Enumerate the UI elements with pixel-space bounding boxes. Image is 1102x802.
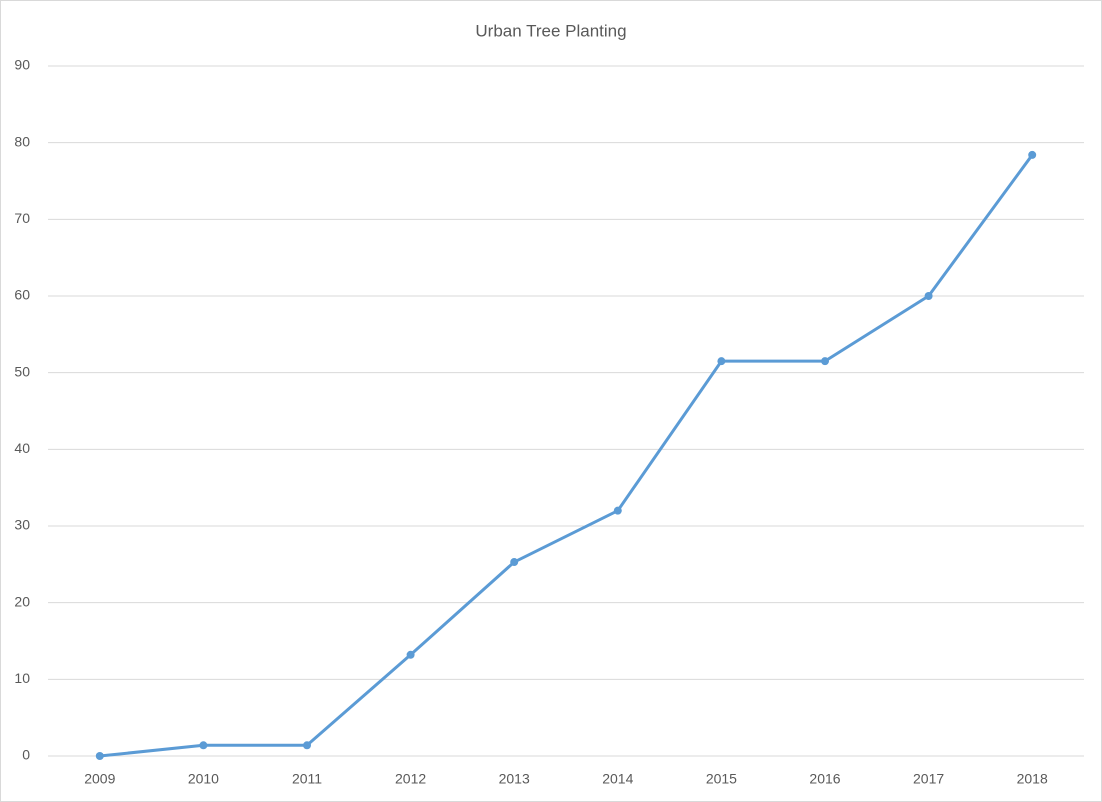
chart-title: Urban Tree Planting — [475, 21, 626, 40]
series-line — [99, 154, 1034, 758]
data-point — [199, 741, 208, 750]
y-tick-label: 80 — [14, 133, 30, 149]
data-point — [924, 292, 933, 300]
x-tick-label: 2016 — [809, 771, 840, 787]
y-tick-label: 70 — [14, 210, 30, 226]
data-point — [613, 506, 622, 515]
x-tick-label: 2015 — [706, 771, 737, 787]
x-tick-label: 2010 — [188, 771, 219, 787]
y-tick-label: 20 — [14, 593, 30, 609]
y-tick-label: 50 — [14, 363, 30, 379]
data-point — [406, 650, 415, 659]
data-point — [95, 752, 104, 760]
y-tick-label: 0 — [22, 747, 30, 763]
x-tick-label: 2011 — [292, 771, 322, 787]
x-tick-label: 2017 — [913, 771, 944, 787]
y-tick-label: 30 — [14, 517, 30, 533]
y-tick-label: 40 — [14, 440, 30, 456]
x-tick-label: 2014 — [602, 771, 633, 787]
x-tick-label: 2009 — [84, 771, 115, 787]
data-point — [821, 357, 829, 366]
data-point — [717, 357, 726, 366]
y-tick-label: 10 — [14, 670, 30, 686]
data-point — [1028, 150, 1037, 159]
x-tick-label: 2013 — [499, 771, 530, 787]
x-tick-label: 2012 — [395, 771, 426, 787]
data-point — [510, 558, 519, 567]
x-tick-label: 2018 — [1017, 771, 1048, 787]
y-tick-label: 90 — [14, 57, 30, 73]
data-point — [303, 741, 311, 750]
y-tick-label: 60 — [14, 287, 30, 303]
